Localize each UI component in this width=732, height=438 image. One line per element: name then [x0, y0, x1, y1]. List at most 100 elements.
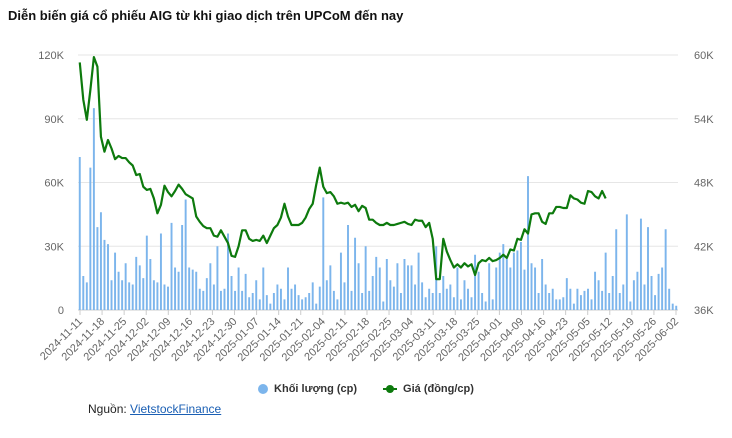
volume-bar	[604, 252, 607, 311]
volume-bar	[675, 305, 678, 310]
legend-item-volume[interactable]: Khối lượng (cp)	[258, 383, 357, 395]
volume-bar	[417, 252, 420, 311]
volume-bar	[318, 286, 321, 311]
volume-bar	[597, 280, 600, 310]
volume-bar	[569, 288, 572, 310]
volume-bar	[364, 246, 367, 310]
volume-bar	[594, 271, 597, 310]
volume-bar	[396, 263, 399, 310]
volume-bar	[227, 233, 229, 310]
volume-bar	[117, 271, 120, 310]
volume-bar	[445, 288, 448, 310]
volume-bar	[223, 288, 226, 310]
volume-bar	[421, 282, 424, 311]
volume-bar	[357, 263, 360, 310]
volume-bar	[671, 303, 674, 311]
volume-bar	[639, 218, 642, 311]
volume-bar	[399, 293, 402, 310]
volume-bar	[230, 276, 233, 310]
volume-bar	[237, 267, 240, 310]
volume-bar	[297, 295, 300, 311]
volume-bar	[191, 269, 194, 311]
volume-bar	[308, 293, 311, 310]
volume-bar	[198, 288, 201, 310]
volume-bar	[325, 280, 328, 310]
volume-bar	[608, 293, 611, 310]
volume-bar	[290, 288, 293, 310]
volume-bar	[272, 293, 275, 310]
volume-bar	[541, 259, 544, 310]
volume-bar	[385, 259, 388, 310]
volume-bar	[339, 252, 342, 311]
volume-bar	[643, 284, 646, 310]
y-right-tick-label: 48K	[694, 178, 714, 190]
volume-bar	[156, 282, 159, 311]
volume-bar	[354, 237, 357, 310]
volume-bar	[311, 282, 314, 311]
volume-bar	[498, 252, 501, 311]
volume-bar	[121, 280, 124, 310]
volume-bar	[301, 299, 304, 311]
volume-bar	[495, 267, 498, 310]
volume-bar	[244, 273, 247, 311]
volume-bar	[611, 276, 614, 310]
volume-bar	[438, 293, 441, 310]
volume-bar	[329, 265, 332, 311]
volume-bar	[403, 259, 406, 310]
volume-bar	[107, 244, 109, 311]
volume-bar	[650, 276, 653, 310]
volume-bar	[279, 288, 282, 310]
volume-bar	[188, 267, 191, 310]
volume-bar	[92, 108, 95, 311]
volume-bar	[509, 267, 512, 310]
price-line	[78, 56, 607, 281]
legend-item-price[interactable]: Giá (đồng/cp)	[383, 383, 474, 395]
price-swatch-icon	[383, 384, 398, 394]
volume-bar	[491, 299, 494, 311]
volume-bar	[590, 299, 593, 311]
y-right-tick-label: 42K	[694, 241, 714, 253]
volume-bar	[177, 271, 180, 310]
volume-bar	[287, 267, 289, 310]
volume-bar	[258, 299, 261, 311]
volume-bar	[159, 233, 162, 310]
volume-bar	[572, 303, 575, 311]
volume-bar	[618, 293, 621, 310]
source-note: Nguồn: VietstockFinance	[88, 402, 221, 416]
volume-bar	[315, 303, 318, 311]
volume-bar	[442, 276, 445, 310]
volume-bar	[149, 259, 152, 310]
volume-bar	[103, 239, 106, 311]
volume-bar	[516, 250, 519, 310]
volume-bar	[470, 297, 473, 310]
source-link[interactable]: VietstockFinance	[130, 402, 222, 416]
volume-bar	[347, 225, 349, 310]
volume-bar	[654, 295, 657, 311]
legend: Khối lượng (cp) Giá (đồng/cp)	[0, 383, 732, 395]
volume-bar	[269, 303, 272, 311]
volume-bar	[114, 252, 117, 311]
volume-bar	[632, 280, 635, 310]
volume-bar	[555, 299, 558, 311]
price-line-layer	[78, 56, 607, 281]
volume-bar	[78, 157, 81, 310]
volume-bar	[410, 265, 413, 311]
volume-bar	[548, 293, 551, 310]
y-axis-left: 0 30K 60K 90K 120K	[38, 50, 64, 317]
volume-bar	[601, 290, 604, 311]
volume-bar	[212, 284, 215, 310]
volume-bar	[428, 288, 431, 310]
volume-bar	[523, 269, 526, 311]
volume-bar	[537, 293, 540, 310]
volume-bar	[322, 197, 325, 311]
y-right-tick-label: 60K	[694, 50, 714, 62]
volume-bar	[174, 267, 177, 310]
volume-bar	[562, 297, 565, 310]
volume-bar	[82, 276, 85, 310]
volume-bar	[304, 297, 307, 310]
y-left-tick-label: 30K	[44, 241, 64, 253]
source-label: Nguồn:	[88, 402, 127, 416]
volume-bar	[248, 297, 251, 310]
volume-bar	[241, 290, 244, 311]
volume-bar	[414, 284, 417, 310]
